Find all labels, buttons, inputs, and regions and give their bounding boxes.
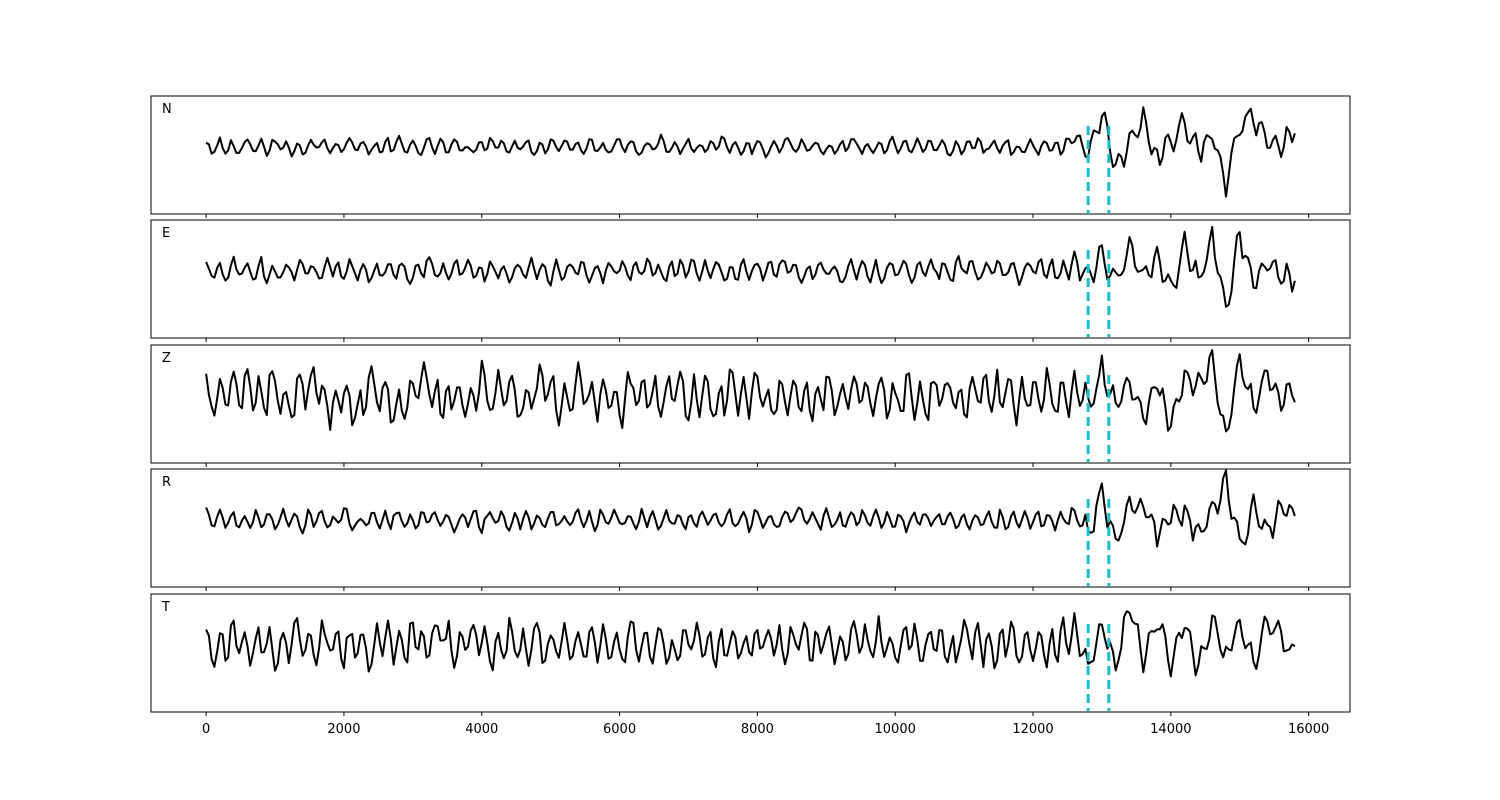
- panel-frame: [150, 219, 1351, 339]
- panel-frame: [150, 95, 1351, 215]
- panel-frame: [150, 593, 1351, 713]
- series-label-e: E: [162, 226, 170, 241]
- x-tick-label: 16000: [1288, 722, 1329, 737]
- series-label-r: R: [162, 475, 171, 490]
- x-tick-label: 0: [202, 722, 210, 737]
- panel-z: Z: [150, 344, 1351, 467]
- series-label-z: Z: [162, 351, 171, 366]
- x-tick-label: 10000: [875, 722, 916, 737]
- series-line-t: [205, 610, 1296, 678]
- x-tick-label: 4000: [465, 722, 498, 737]
- panel-frame: [150, 468, 1351, 588]
- x-tick-label: 8000: [741, 722, 774, 737]
- series-label-n: N: [162, 102, 172, 117]
- panel-n: N: [150, 95, 1351, 218]
- series-line-e: [205, 226, 1296, 308]
- x-tick-label: 14000: [1150, 722, 1191, 737]
- panel-r: R: [150, 468, 1351, 591]
- x-tick-label: 2000: [327, 722, 360, 737]
- x-tick-label: 12000: [1012, 722, 1053, 737]
- subplot-panels: N E Z R T: [150, 95, 1351, 716]
- series-line-r: [205, 469, 1296, 548]
- x-tick-label: 6000: [603, 722, 636, 737]
- x-axis: 0 2000 4000 6000 8000 10000 12000 14000 16000: [202, 722, 1329, 737]
- panel-t: T: [150, 593, 1351, 716]
- panel-e: E: [150, 219, 1351, 342]
- series-line-n: [205, 106, 1296, 198]
- panel-frame: [150, 344, 1351, 464]
- series-label-t: T: [161, 600, 170, 615]
- series-line-z: [205, 349, 1296, 433]
